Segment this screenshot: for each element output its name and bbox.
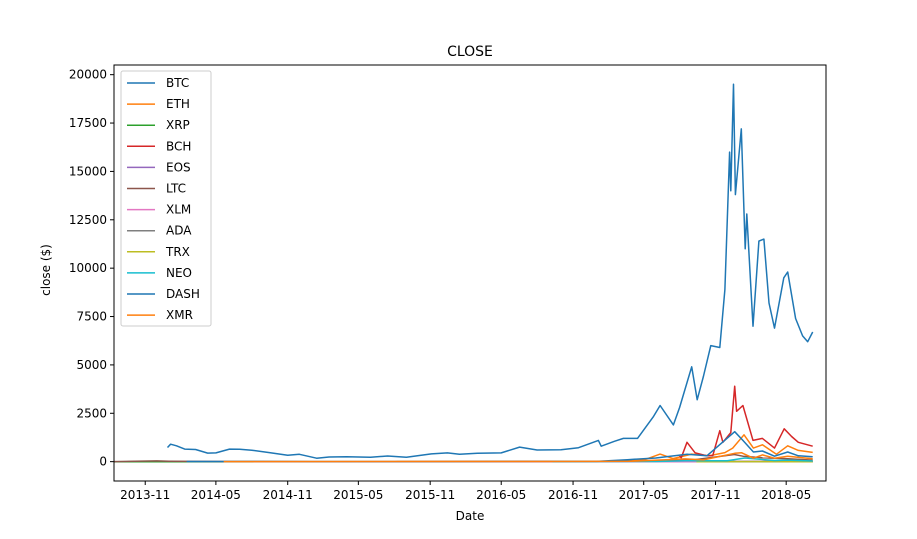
legend-label: ADA: [166, 224, 192, 238]
y-tick-label: 15000: [69, 164, 107, 178]
y-tick-label: 10000: [69, 261, 107, 275]
y-tick-label: 0: [99, 455, 107, 469]
legend-label: XLM: [166, 203, 191, 217]
chart-title: CLOSE: [447, 44, 493, 60]
x-tick-label: 2017-05: [619, 488, 669, 502]
x-tick-label: 2017-11: [690, 488, 740, 502]
legend: BTC ETH XRP BCH EOS LTC XLM ADA TRX NEO DASH XMR: [120, 70, 212, 327]
y-tick-label: 2500: [76, 406, 107, 420]
series-line-bch: [679, 385, 813, 459]
x-tick-label: 2016-05: [476, 488, 526, 502]
x-tick-label: 2016-11: [548, 488, 598, 502]
legend-label: BCH: [166, 139, 191, 153]
legend-label: NEO: [166, 266, 192, 280]
y-tick-label: 12500: [69, 213, 107, 227]
x-axis-title: Date: [456, 509, 485, 523]
x-tick-label: 2013-11: [120, 488, 170, 502]
legend-label: LTC: [166, 182, 186, 196]
x-tick-label: 2014-11: [263, 488, 313, 502]
y-tick-label: 7500: [76, 310, 107, 324]
y-axis: 0 2500 5000 7500 10000 12500 15000 17500 20000: [69, 68, 114, 469]
y-tick-label: 5000: [76, 358, 107, 372]
x-tick-label: 2014-05: [191, 488, 241, 502]
plot-frame: [113, 64, 827, 482]
legend-label: EOS: [166, 160, 191, 174]
legend-label: TRX: [165, 245, 190, 259]
series-line-neo: [552, 457, 813, 463]
series-line-xmr: [223, 452, 813, 463]
legend-label: DASH: [166, 287, 200, 301]
x-tick-label: 2015-05: [333, 488, 383, 502]
x-axis: 2013-11 2014-05 2014-11 2015-05 2015-11 2016-…: [120, 481, 811, 502]
legend-label: XMR: [166, 308, 193, 322]
x-tick-label: 2018-05: [761, 488, 811, 502]
x-tick-label: 2015-11: [405, 488, 455, 502]
legend-label: XRP: [166, 118, 190, 132]
legend-box: [120, 70, 212, 327]
y-axis-title: close ($): [39, 244, 53, 296]
y-tick-label: 17500: [69, 116, 107, 130]
legend-label: BTC: [166, 76, 189, 90]
legend-label: ETH: [166, 97, 190, 111]
series-layer: [113, 83, 814, 463]
y-tick-label: 20000: [69, 68, 107, 82]
series-line-btc: [166, 83, 814, 459]
